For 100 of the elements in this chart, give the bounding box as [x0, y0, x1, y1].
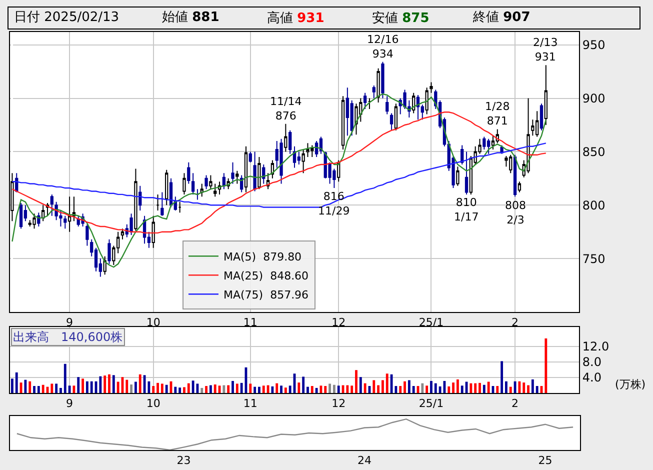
y-tick-label: 12.0: [582, 340, 610, 354]
candlestick: [50, 194, 54, 216]
bar: [399, 386, 402, 393]
x-tick-label: 11: [243, 316, 258, 330]
candlestick: [306, 142, 310, 158]
candlestick: [191, 172, 195, 195]
text: 終値 907: [472, 10, 530, 25]
bar: [386, 374, 388, 393]
bar: [68, 386, 71, 393]
bar: [126, 380, 128, 393]
bar: [90, 381, 93, 393]
text: 始値 881: [162, 10, 220, 25]
bar: [284, 388, 287, 393]
bar: [240, 382, 243, 393]
bar: [183, 387, 186, 393]
bar: [192, 380, 194, 393]
annotation: 808 2/3: [505, 199, 526, 226]
bar: [514, 381, 516, 393]
bar: [214, 384, 216, 393]
x-tick-label: 25/1: [418, 397, 444, 410]
candlestick: [231, 162, 234, 184]
bar: [28, 381, 32, 393]
bar: [187, 383, 190, 393]
candlestick: [416, 94, 420, 120]
bar: [205, 386, 208, 393]
candlestick: [156, 194, 160, 211]
candlestick: [240, 174, 244, 193]
bar: [249, 384, 252, 393]
y-tick-label: 850: [582, 144, 606, 159]
bar: [328, 384, 331, 393]
candlestick: [42, 204, 45, 222]
bar: [509, 386, 512, 393]
text: 高値 931: [267, 10, 324, 26]
bar: [10, 378, 14, 393]
bar: [430, 380, 432, 393]
candlestick: [262, 164, 266, 184]
candlestick: [412, 92, 416, 114]
y-axis-title: (万株): [615, 378, 646, 391]
candlestick: [214, 183, 217, 198]
bar: [522, 382, 526, 393]
candlestick: [152, 215, 155, 248]
bar: [452, 382, 454, 393]
bar: [332, 384, 336, 393]
bar: [390, 374, 393, 393]
annotation: 2/13 931: [533, 36, 558, 64]
bar: [460, 386, 464, 393]
candlestick: [236, 170, 239, 184]
bar: [156, 382, 159, 393]
candlestick: [37, 212, 40, 227]
y-tick-label: 750: [582, 252, 606, 266]
candlestick: [103, 256, 106, 276]
candlestick: [544, 64, 548, 126]
bar: [262, 386, 265, 393]
x-tick-label: 9: [66, 316, 74, 330]
candlestick: [72, 196, 76, 222]
candlestick: [222, 172, 226, 190]
candlestick: [130, 213, 133, 236]
candlestick: [187, 162, 190, 184]
candlestick: [292, 146, 296, 168]
candlestick: [482, 136, 486, 150]
bar: [408, 380, 410, 393]
bar: [104, 376, 106, 393]
bar: [470, 383, 472, 393]
candlestick: [178, 201, 182, 214]
legend-label: MA(25) 848.60: [223, 269, 309, 282]
bar: [438, 386, 442, 393]
bar: [482, 384, 486, 393]
bar: [496, 386, 499, 393]
bar: [24, 380, 27, 393]
candlestick: [182, 172, 186, 195]
bar: [337, 386, 340, 393]
x-tick-label: 2: [512, 316, 519, 330]
bar: [421, 383, 424, 393]
candlestick: [381, 61, 384, 99]
candlestick: [394, 103, 398, 131]
candlestick: [32, 213, 36, 230]
x-tick-label: 23: [176, 454, 191, 468]
x-tick-label: 10: [146, 316, 160, 330]
bar: [315, 388, 318, 393]
y-tick-label: 950: [582, 38, 606, 52]
x-tick-label: 10: [146, 397, 160, 410]
candlestick: [64, 215, 67, 230]
candlestick: [376, 68, 380, 104]
bar: [448, 386, 450, 393]
line-series: [12, 112, 547, 234]
bar: [412, 386, 415, 393]
bar: [50, 384, 54, 393]
candlestick: [253, 151, 256, 192]
chart-title: 出来高 140,600株: [13, 330, 123, 344]
candlestick: [284, 123, 288, 152]
candlestick: [138, 185, 142, 211]
candlestick: [464, 151, 468, 195]
bar: [178, 388, 182, 393]
candlestick: [258, 156, 261, 190]
bar: [209, 385, 212, 393]
candlestick: [288, 130, 292, 154]
candlestick: [19, 202, 23, 230]
line-series: [12, 142, 547, 208]
bar: [236, 384, 238, 393]
bar: [364, 383, 366, 393]
